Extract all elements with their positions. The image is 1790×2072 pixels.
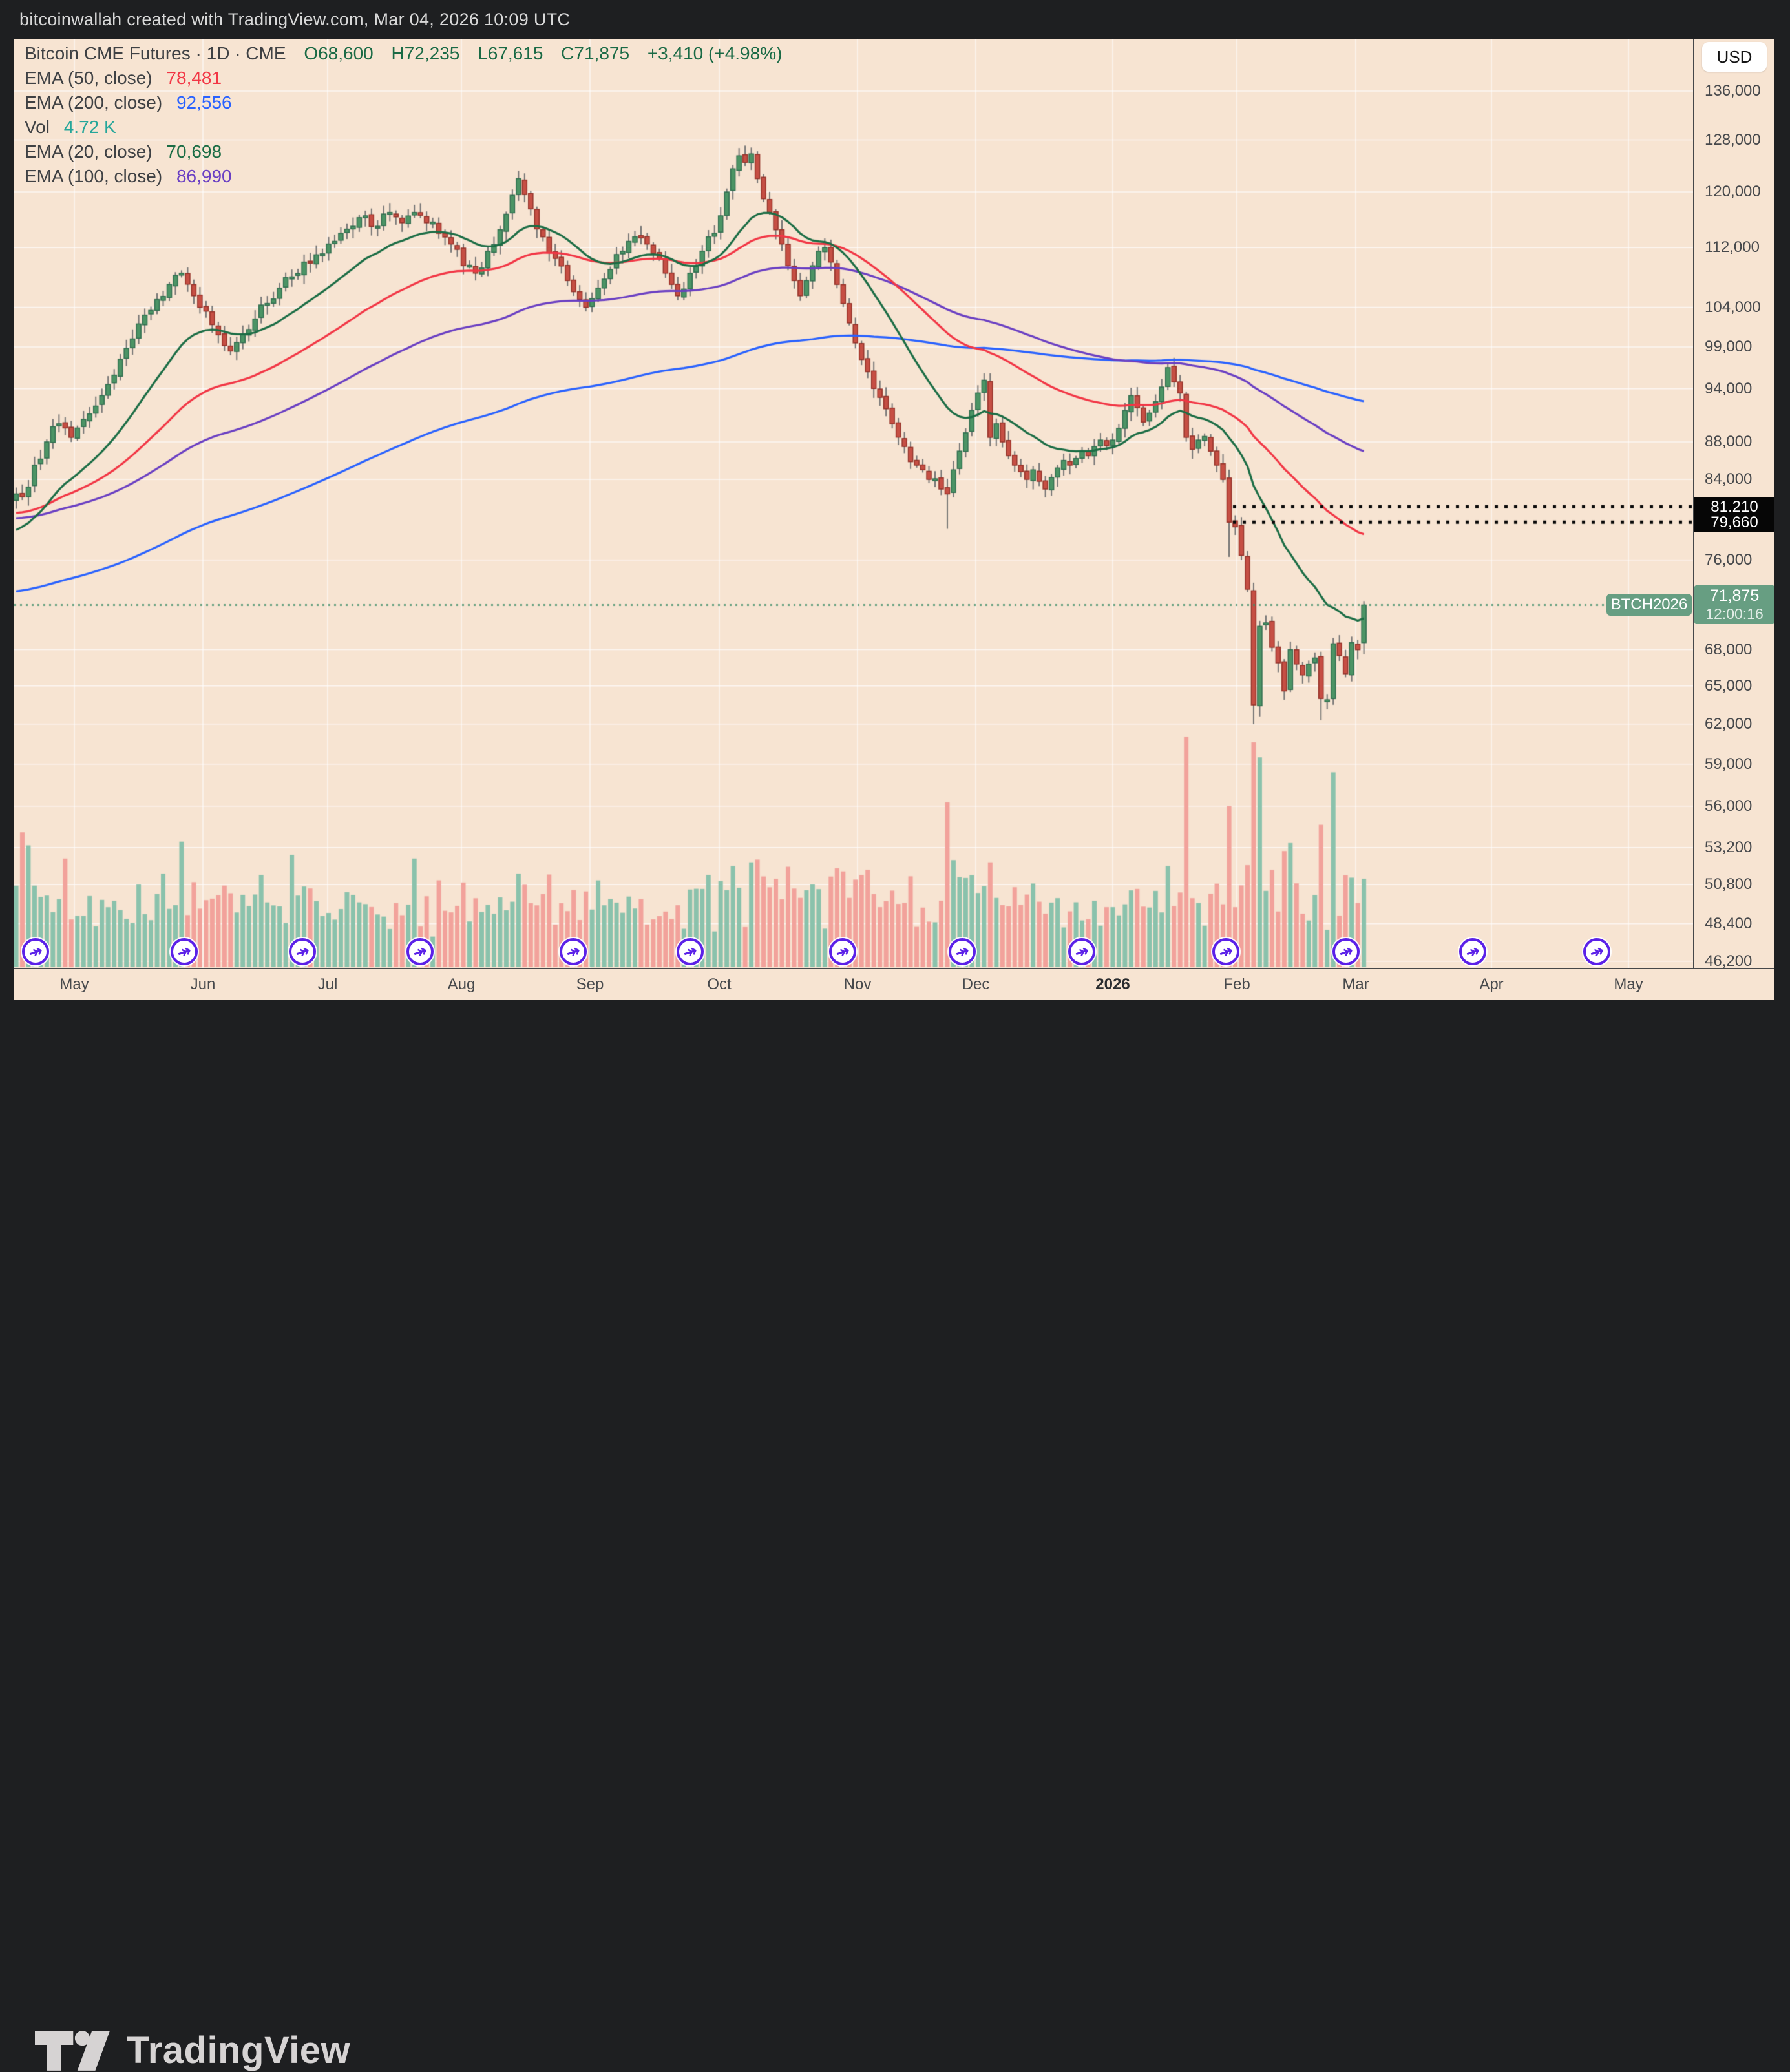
double-arrow-glyph: ↠ bbox=[25, 940, 45, 963]
time-tick-label: Sep bbox=[576, 976, 604, 993]
legend: Bitcoin CME Futures · 1D · CME O68,600 H… bbox=[25, 41, 782, 189]
price-tick-label: 104,000 bbox=[1705, 298, 1761, 316]
double-arrow-glyph: ↠ bbox=[832, 940, 852, 963]
price-tick-label: 76,000 bbox=[1705, 550, 1753, 569]
fast-forward-marker-icon[interactable]: ↠ bbox=[1459, 938, 1486, 965]
legend-ema200-row: EMA (200, close) 92,556 bbox=[25, 90, 782, 115]
tradingview-logo-icon bbox=[35, 2030, 110, 2071]
legend-ema50-row: EMA (50, close) 78,481 bbox=[25, 66, 782, 90]
price-tick-label: 88,000 bbox=[1705, 432, 1753, 450]
legend-symbol-row: Bitcoin CME Futures · 1D · CME O68,600 H… bbox=[25, 41, 782, 66]
time-tick-label: Oct bbox=[707, 976, 732, 993]
indicator-value-volume: 4.72 K bbox=[63, 117, 116, 137]
currency-toggle-button[interactable]: USD bbox=[1702, 42, 1767, 72]
fast-forward-marker-icon[interactable]: ↠ bbox=[171, 938, 198, 965]
price-tick-label: 136,000 bbox=[1705, 82, 1761, 99]
double-arrow-glyph: ↠ bbox=[563, 940, 583, 963]
price-level-label-2: 79,660 bbox=[1694, 512, 1774, 533]
time-tick-label: Dec bbox=[962, 976, 990, 993]
time-tick-label: May bbox=[59, 976, 89, 993]
symbol-title[interactable]: Bitcoin CME Futures · 1D · CME bbox=[25, 43, 286, 63]
ohlc-low: L67,615 bbox=[478, 43, 543, 63]
indicator-value-ema100: 86,990 bbox=[176, 166, 232, 186]
price-tick-label: 48,400 bbox=[1705, 914, 1753, 932]
double-arrow-glyph: ↠ bbox=[1586, 940, 1606, 963]
time-tick-label: Nov bbox=[843, 976, 872, 993]
fast-forward-marker-icon[interactable]: ↠ bbox=[406, 938, 434, 965]
price-tick-label: 62,000 bbox=[1705, 715, 1753, 733]
attribution-text: bitcoinwallah created with TradingView.c… bbox=[19, 9, 571, 29]
double-arrow-glyph: ↠ bbox=[1071, 940, 1091, 963]
time-tick-label: Mar bbox=[1342, 976, 1369, 993]
footer: TradingView bbox=[0, 1000, 1790, 2071]
double-arrow-glyph: ↠ bbox=[680, 940, 700, 963]
series-symbol-badge: BTCH2026 bbox=[1606, 594, 1692, 616]
time-tick-label: Jun bbox=[190, 976, 216, 993]
price-tick-label: 68,000 bbox=[1705, 640, 1753, 658]
legend-ema100-row: EMA (100, close) 86,990 bbox=[25, 164, 782, 189]
price-tick-label: 84,000 bbox=[1705, 470, 1753, 488]
indicator-label-ema100[interactable]: EMA (100, close) bbox=[25, 166, 163, 186]
double-arrow-glyph: ↠ bbox=[1216, 940, 1236, 963]
fast-forward-marker-icon[interactable]: ↠ bbox=[289, 938, 316, 965]
fast-forward-marker-icon[interactable]: ↠ bbox=[560, 938, 587, 965]
time-tick-label: Jul bbox=[317, 976, 338, 993]
ohlc-high: H72,235 bbox=[391, 43, 460, 63]
fast-forward-marker-icon[interactable]: ↠ bbox=[829, 938, 856, 965]
fast-forward-marker-icon[interactable]: ↠ bbox=[1212, 938, 1239, 965]
time-tick-label: May bbox=[1614, 976, 1643, 993]
indicator-label-volume[interactable]: Vol bbox=[25, 117, 50, 137]
double-arrow-glyph: ↠ bbox=[952, 940, 972, 963]
double-arrow-glyph: ↠ bbox=[1336, 940, 1356, 963]
ohlc-open: O68,600 bbox=[304, 43, 374, 63]
indicator-label-ema20[interactable]: EMA (20, close) bbox=[25, 141, 153, 162]
price-tick-label: 120,000 bbox=[1705, 183, 1761, 201]
ohlc-change: +3,410 (+4.98%) bbox=[647, 43, 783, 63]
price-chart-canvas[interactable] bbox=[14, 39, 1693, 968]
price-axis[interactable]: USD 136,000 128,000 120,000 112,000 104,000 9… bbox=[1693, 39, 1776, 968]
time-tick-label: Aug bbox=[447, 976, 476, 993]
last-price-value: 71,875 bbox=[1709, 587, 1760, 605]
price-tick-label: 112,000 bbox=[1705, 238, 1760, 256]
time-axis[interactable]: May Jun Jul Aug Sep Oct Nov Dec 2026 Feb Mar Apr May bbox=[14, 968, 1774, 1001]
price-tick-label: 50,800 bbox=[1705, 875, 1753, 894]
fast-forward-marker-icon[interactable]: ↠ bbox=[1583, 938, 1610, 965]
indicator-label-ema200[interactable]: EMA (200, close) bbox=[25, 92, 163, 112]
fast-forward-marker-icon[interactable]: ↠ bbox=[1068, 938, 1095, 965]
price-tick-label: 128,000 bbox=[1705, 131, 1761, 149]
tradingview-wordmark: TradingView bbox=[127, 2029, 351, 2071]
price-tick-label: 46,200 bbox=[1705, 952, 1753, 968]
time-tick-label: Apr bbox=[1479, 976, 1504, 993]
price-tick-label: 94,000 bbox=[1705, 379, 1753, 397]
legend-volume-row: Vol 4.72 K bbox=[25, 115, 782, 140]
last-price-label: 71,875 12:00:16 bbox=[1694, 585, 1774, 625]
ohlc-close: C71,875 bbox=[561, 43, 630, 63]
fast-forward-marker-icon[interactable]: ↠ bbox=[677, 938, 704, 965]
double-arrow-glyph: ↠ bbox=[292, 940, 312, 963]
bar-countdown: 12:00:16 bbox=[1705, 605, 1764, 623]
chart-panel: Bitcoin CME Futures · 1D · CME O68,600 H… bbox=[14, 39, 1774, 1000]
double-arrow-glyph: ↠ bbox=[1462, 940, 1482, 963]
fast-forward-marker-icon[interactable]: ↠ bbox=[22, 938, 49, 965]
price-tick-label: 99,000 bbox=[1705, 338, 1753, 356]
indicator-value-ema20: 70,698 bbox=[166, 141, 222, 162]
time-tick-label: Feb bbox=[1223, 976, 1250, 993]
indicator-value-ema200: 92,556 bbox=[176, 92, 232, 112]
double-arrow-glyph: ↠ bbox=[174, 940, 194, 963]
price-tick-label: 65,000 bbox=[1705, 676, 1753, 695]
fast-forward-marker-icon[interactable]: ↠ bbox=[949, 938, 976, 965]
indicator-value-ema50: 78,481 bbox=[166, 68, 222, 88]
price-tick-label: 59,000 bbox=[1705, 755, 1753, 773]
fast-forward-marker-icon[interactable]: ↠ bbox=[1332, 938, 1360, 965]
tradingview-logo[interactable]: TradingView bbox=[35, 2029, 350, 2072]
time-tick-label: 2026 bbox=[1095, 976, 1130, 993]
price-tick-label: 56,000 bbox=[1705, 797, 1753, 815]
legend-ema20-row: EMA (20, close) 70,698 bbox=[25, 140, 782, 164]
double-arrow-glyph: ↠ bbox=[410, 940, 430, 963]
price-tick-label: 53,200 bbox=[1705, 838, 1753, 856]
indicator-label-ema50[interactable]: EMA (50, close) bbox=[25, 68, 153, 88]
attribution-bar: bitcoinwallah created with TradingView.c… bbox=[0, 0, 1790, 39]
